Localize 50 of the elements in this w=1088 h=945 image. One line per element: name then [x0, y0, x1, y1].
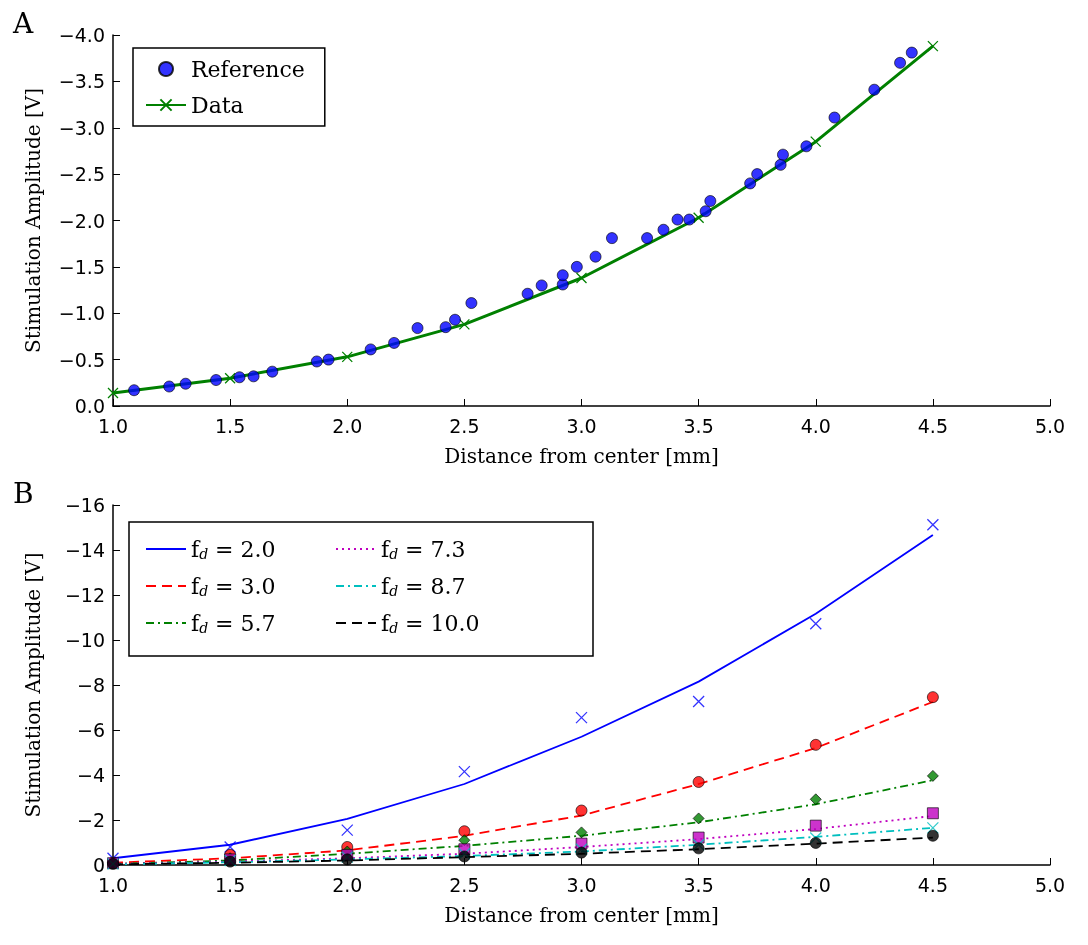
x-tick-label: 2.5	[449, 873, 480, 896]
y-axis-title: Stimulation Amplitude [V]	[21, 88, 45, 353]
y-tick-label: −12	[64, 584, 105, 606]
legend-label: fd = 8.7	[381, 573, 466, 599]
legend-label: fd = 10.0	[381, 610, 480, 636]
x-tick-label: 5.0	[1034, 873, 1066, 896]
y-tick-label: 0.0	[74, 395, 105, 417]
y-tick-label: −4.0	[58, 24, 105, 46]
y-axis-title: Stimulation Amplitude [V]	[21, 552, 45, 818]
chart-title: B	[13, 476, 34, 510]
x-tick-label: 5.0	[1034, 414, 1066, 437]
x-axis-title: Distance from center [mm]	[444, 903, 719, 927]
legend-label: fd = 2.0	[191, 536, 276, 562]
x-tick-label: 1.5	[215, 414, 246, 437]
x-tick-label: 4.5	[917, 414, 948, 437]
x-tick-label: 2.5	[449, 414, 480, 437]
legend-label: Data	[191, 92, 244, 118]
legend-label: Reference	[191, 56, 305, 82]
x-tick-label: 4.0	[800, 414, 831, 437]
x-tick-label: 3.5	[683, 873, 714, 896]
y-tick-label: −16	[64, 494, 105, 516]
x-tick-label: 1.0	[97, 873, 129, 896]
y-tick-label: −8	[76, 674, 105, 696]
y-tick-label: −3.0	[58, 116, 105, 139]
legend-label: fd = 5.7	[191, 610, 276, 636]
x-tick-label: 3.5	[683, 414, 714, 437]
legend-label: fd = 3.0	[191, 573, 276, 599]
y-tick-label: −14	[64, 539, 105, 561]
y-tick-label: −3.5	[58, 70, 105, 93]
y-tick-label: −0.5	[58, 348, 105, 371]
y-tick-label: 0	[92, 854, 105, 876]
y-tick-label: −6	[76, 719, 105, 741]
x-tick-label: 3.0	[566, 414, 597, 437]
x-tick-label: 2.0	[332, 414, 363, 437]
y-tick-label: −1.0	[58, 302, 105, 325]
x-tick-label: 3.0	[566, 873, 597, 896]
x-tick-label: 1.5	[215, 873, 246, 896]
x-tick-label: 4.5	[917, 873, 948, 896]
y-tick-label: −2	[76, 809, 105, 831]
legend-label: fd = 7.3	[381, 536, 466, 562]
y-tick-label: −1.5	[58, 255, 105, 278]
x-axis-title: Distance from center [mm]	[444, 444, 719, 468]
x-tick-label: 2.0	[332, 873, 363, 896]
y-tick-label: −4	[76, 764, 105, 786]
y-tick-label: −10	[64, 629, 105, 651]
chart-title: A	[12, 6, 34, 40]
y-tick-label: −2.0	[58, 209, 105, 232]
x-tick-label: 1.0	[97, 414, 129, 437]
y-tick-label: −2.5	[58, 163, 105, 186]
x-tick-label: 4.0	[800, 873, 831, 896]
